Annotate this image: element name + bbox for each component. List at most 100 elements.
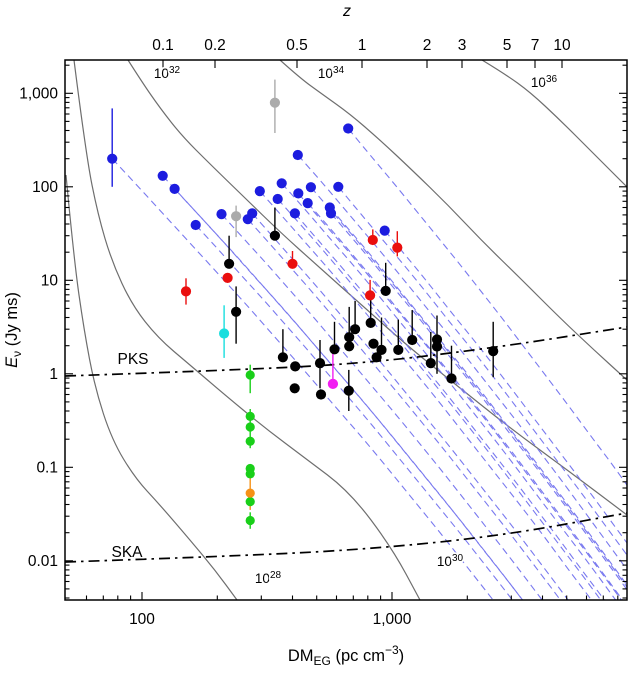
black-data-point bbox=[343, 385, 354, 396]
black-data-point bbox=[431, 334, 443, 345]
z-tick-label: 7 bbox=[531, 37, 540, 54]
sensitivity-line-pks bbox=[65, 326, 627, 377]
scaling-track bbox=[297, 193, 623, 600]
black-data-point bbox=[329, 344, 340, 355]
contour-label-1e28: 1028 bbox=[255, 570, 282, 586]
z-tick-label: 0.2 bbox=[204, 37, 226, 54]
green-data-point bbox=[245, 497, 255, 507]
y-tick-label: 10 bbox=[41, 272, 59, 289]
sensitivity-label-ska: SKA bbox=[111, 544, 143, 561]
scaling-track bbox=[195, 224, 514, 600]
black-data-point bbox=[365, 317, 376, 328]
scaling-track bbox=[247, 218, 562, 600]
plot-frame bbox=[64, 59, 628, 601]
black-data-point bbox=[231, 306, 242, 317]
black-data-point bbox=[314, 358, 326, 369]
blue-data-point bbox=[292, 149, 303, 161]
green-data-point bbox=[245, 370, 255, 380]
scaling-track bbox=[297, 154, 627, 571]
black-data-point bbox=[350, 324, 361, 335]
blue-data-point bbox=[190, 219, 201, 231]
blue-data-point bbox=[107, 153, 118, 164]
x-axis-title: DMEG (pc cm−3) bbox=[288, 643, 404, 668]
z-tick-label: 1 bbox=[358, 37, 367, 54]
blue-data-point bbox=[169, 183, 180, 194]
z-tick-label: 5 bbox=[503, 37, 512, 54]
blue-data-point bbox=[343, 123, 354, 134]
black-data-point bbox=[344, 341, 355, 352]
blue-data-point bbox=[293, 188, 304, 199]
scaling-track bbox=[310, 186, 627, 588]
sensitivity-lines bbox=[65, 326, 627, 563]
red-data-point bbox=[222, 272, 233, 283]
z-tick-label: 0.5 bbox=[286, 37, 308, 54]
scaling-track bbox=[294, 212, 606, 600]
scaling-track bbox=[251, 212, 569, 600]
contour-label-1e30: 1030 bbox=[437, 553, 464, 569]
y-tick-label: 100 bbox=[32, 179, 58, 196]
scaling-track bbox=[281, 182, 617, 600]
cyan-data-point bbox=[219, 328, 230, 339]
blue-data-point bbox=[289, 208, 300, 219]
green-data-point bbox=[245, 515, 255, 526]
contour-line-1e36 bbox=[481, 60, 627, 188]
x-tick-label: 1,000 bbox=[373, 611, 412, 628]
blue-data-point bbox=[333, 181, 344, 192]
black-data-point bbox=[431, 341, 443, 352]
red-data-point bbox=[367, 234, 378, 246]
blue-data-point bbox=[254, 186, 265, 197]
contour-line-1e28 bbox=[65, 174, 238, 600]
scaling-track bbox=[330, 212, 627, 591]
green-data-point bbox=[245, 436, 255, 446]
black-data-point bbox=[344, 332, 355, 343]
red-data-point bbox=[392, 242, 403, 253]
blue-data-point bbox=[216, 209, 227, 220]
black-data-point bbox=[425, 358, 436, 369]
scaling-track bbox=[329, 207, 627, 586]
black-data-point bbox=[393, 344, 404, 355]
blue-data-point bbox=[325, 208, 337, 219]
z-tick-label: 3 bbox=[458, 37, 467, 54]
black-data-point bbox=[376, 344, 387, 355]
black-data-point bbox=[368, 338, 379, 349]
grey-data-point bbox=[231, 211, 242, 222]
scaling-track bbox=[384, 230, 627, 544]
y-tick-label: 0.1 bbox=[36, 459, 58, 476]
z-axis-title: z bbox=[342, 3, 351, 20]
scaling-track bbox=[259, 190, 593, 600]
z-tick-label: 10 bbox=[553, 37, 571, 54]
blue-data-point bbox=[379, 225, 390, 236]
black-data-point bbox=[315, 389, 327, 400]
orange-data-point bbox=[245, 488, 255, 498]
magenta-data-point bbox=[327, 378, 338, 389]
black-data-point bbox=[446, 373, 457, 384]
contour-label-1e32: 1032 bbox=[154, 65, 181, 81]
red-data-point bbox=[287, 258, 298, 269]
scaling-track bbox=[174, 188, 524, 600]
blue-data-point bbox=[276, 178, 287, 189]
black-data-point bbox=[371, 352, 382, 363]
black-data-point bbox=[277, 352, 288, 363]
blue-data-point bbox=[305, 182, 316, 193]
redshift-scaling-tracks bbox=[111, 128, 627, 600]
green-data-point bbox=[245, 411, 255, 421]
contour-label-1e36: 1036 bbox=[531, 74, 558, 90]
energy-contour-lines bbox=[65, 60, 627, 600]
sensitivity-label-pks: PKS bbox=[117, 351, 148, 368]
black-data-point bbox=[290, 361, 301, 372]
black-data-point bbox=[407, 334, 418, 346]
red-data-point bbox=[180, 286, 192, 297]
blue-data-point bbox=[247, 208, 258, 219]
contour-line-1e34 bbox=[279, 60, 627, 381]
data-points bbox=[107, 97, 499, 526]
blue-data-point bbox=[272, 193, 283, 205]
y-tick-label: 0.01 bbox=[28, 553, 58, 570]
x-tick-label: 100 bbox=[129, 611, 155, 628]
blue-data-point bbox=[157, 170, 168, 181]
scaling-track bbox=[162, 175, 524, 600]
green-data-point bbox=[245, 422, 255, 432]
contour-line-1e30 bbox=[73, 60, 421, 600]
